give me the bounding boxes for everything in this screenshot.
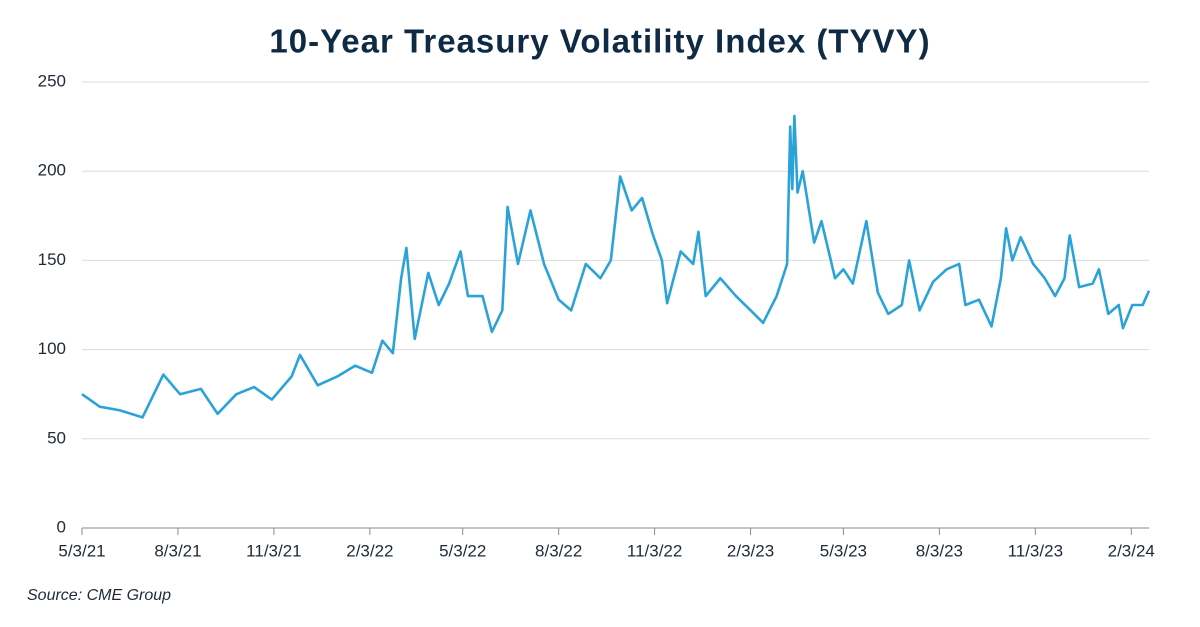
x-tick-label: 8/3/22: [535, 541, 582, 560]
x-tick-label: 8/3/21: [154, 541, 201, 560]
x-tick-label: 5/3/21: [58, 541, 105, 560]
source-note: Source: CME Group: [27, 587, 171, 604]
x-tick-label: 2/3/23: [727, 541, 774, 560]
x-tick-label: 11/3/22: [627, 541, 682, 560]
x-tick-label: 5/3/23: [820, 541, 867, 560]
data-line: [81, 114, 1151, 419]
x-tick-label: 11/3/23: [1008, 541, 1063, 560]
x-tick-label: 11/3/21: [246, 541, 301, 560]
x-tick-label: 2/3/22: [346, 541, 393, 560]
y-tick-label: 50: [47, 428, 66, 447]
y-tick-label: 200: [38, 161, 66, 180]
y-tick-label: 100: [38, 339, 66, 358]
chart-title: 10-Year Treasury Volatility Index (TYVY): [269, 23, 930, 60]
x-tick-label: 5/3/22: [439, 541, 486, 560]
y-tick-label: 0: [57, 517, 66, 536]
y-tick-label: 250: [38, 71, 66, 90]
y-tick-label: 150: [38, 250, 66, 269]
x-tick-label: 8/3/23: [916, 541, 963, 560]
x-tick-label: 2/3/24: [1108, 541, 1155, 560]
